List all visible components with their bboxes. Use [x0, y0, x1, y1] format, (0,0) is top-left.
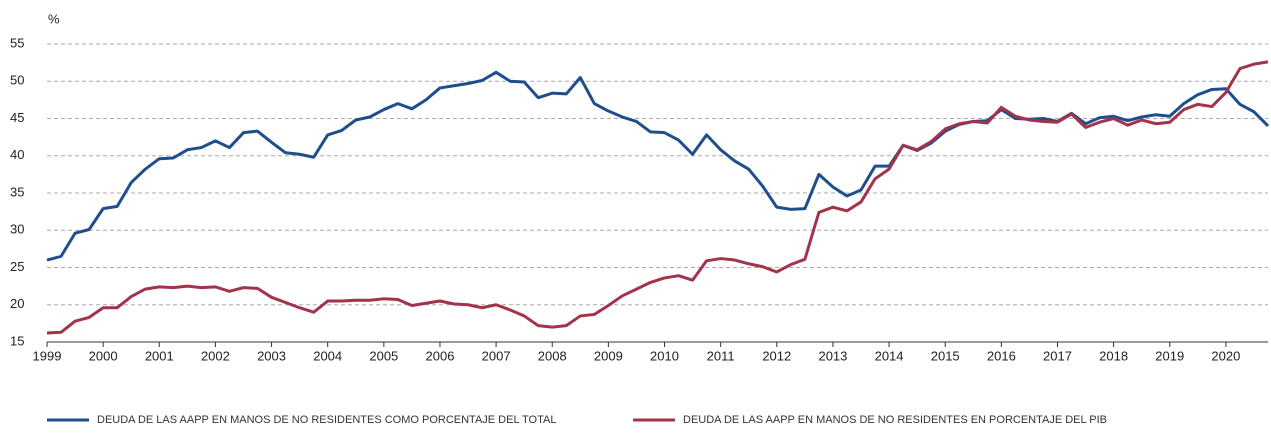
x-tick-label: 2016: [987, 348, 1016, 363]
x-tick-label: 2008: [538, 348, 567, 363]
y-tick-label: 45: [10, 110, 24, 125]
data-line: [46, 70, 1270, 262]
y-tick-label: 15: [10, 333, 24, 348]
legend-text: DEUDA DE LAS AAPP EN MANOS DE NO RESIDEN…: [97, 414, 556, 426]
y-tick-label: 35: [10, 184, 24, 199]
y-tick-label: 20: [10, 296, 24, 311]
x-tick-label: 2009: [594, 348, 623, 363]
y-tick-label: 25: [10, 259, 24, 274]
x-tick-label: 2000: [89, 348, 118, 363]
x-tick-label: 2012: [762, 348, 791, 363]
y-axis-label: %: [48, 11, 60, 26]
x-tick-label: 2014: [875, 348, 904, 363]
x-tick-label: 2001: [145, 348, 174, 363]
x-tick-label: 2004: [313, 348, 342, 363]
y-tick-label: 40: [10, 147, 24, 162]
x-tick-label: 2007: [482, 348, 511, 363]
x-tick-label: 2018: [1099, 348, 1128, 363]
x-tick-label: 2003: [257, 348, 286, 363]
x-tick-label: 2010: [650, 348, 679, 363]
x-tick-label: 2006: [426, 348, 455, 363]
x-tick-label: 2017: [1043, 348, 1072, 363]
x-tick-label: 2005: [369, 348, 398, 363]
x-tick-label: 2019: [1155, 348, 1184, 363]
y-tick-label: 50: [10, 73, 24, 88]
data-line: [46, 60, 1269, 335]
x-tick-label: 2013: [818, 348, 847, 363]
x-tick-label: 2011: [707, 348, 735, 363]
y-tick-label: 55: [10, 35, 24, 50]
legend-text: DEUDA DE LAS AAPP EN MANOS DE NO RESIDEN…: [683, 414, 1107, 426]
x-tick-label: 2002: [201, 348, 230, 363]
y-tick-label: 30: [10, 222, 24, 237]
x-tick-label: 2020: [1211, 348, 1240, 363]
x-tick-label: 2015: [931, 348, 960, 363]
x-tick-label: 1999: [33, 348, 62, 363]
